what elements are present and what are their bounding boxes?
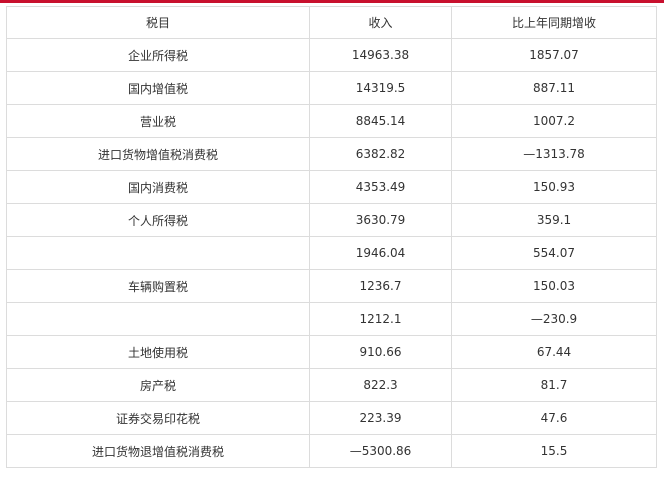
tax-item-cell: 国内消费税 bbox=[6, 170, 310, 204]
yoy-increase-cell: 1007.2 bbox=[451, 104, 657, 138]
revenue-cell: 1212.1 bbox=[309, 302, 452, 336]
tax-item-cell: 房产税 bbox=[6, 368, 310, 402]
revenue-cell: 822.3 bbox=[309, 368, 452, 402]
table-header: 税目 收入 比上年同期增收 bbox=[6, 6, 657, 39]
table-row: 证券交易印花税 223.39 47.6 bbox=[6, 401, 657, 435]
top-accent-bar bbox=[0, 0, 664, 3]
revenue-cell: 1946.04 bbox=[309, 236, 452, 270]
yoy-increase-cell: 554.07 bbox=[451, 236, 657, 270]
header-revenue: 收入 bbox=[309, 6, 452, 39]
revenue-cell: 1236.7 bbox=[309, 269, 452, 303]
table-row: 企业所得税 14963.38 1857.07 bbox=[6, 38, 657, 72]
table-row: 进口货物退增值税消费税 —5300.86 15.5 bbox=[6, 434, 657, 468]
revenue-cell: 223.39 bbox=[309, 401, 452, 435]
table-row: 个人所得税 3630.79 359.1 bbox=[6, 203, 657, 237]
table-row: 土地使用税 910.66 67.44 bbox=[6, 335, 657, 369]
tax-item-cell: 个人所得税 bbox=[6, 203, 310, 237]
tax-item-cell: 证券交易印花税 bbox=[6, 401, 310, 435]
tax-item-cell bbox=[6, 236, 310, 270]
tax-item-cell: 车辆购置税 bbox=[6, 269, 310, 303]
yoy-increase-cell: 150.03 bbox=[451, 269, 657, 303]
table-body: 企业所得税 14963.38 1857.07 国内增值税 14319.5 887.11 营业… bbox=[6, 38, 657, 468]
header-row: 税目 收入 比上年同期增收 bbox=[6, 6, 657, 39]
table-row: 营业税 8845.14 1007.2 bbox=[6, 104, 657, 138]
revenue-cell: 3630.79 bbox=[309, 203, 452, 237]
yoy-increase-cell: 1857.07 bbox=[451, 38, 657, 72]
revenue-cell: 14963.38 bbox=[309, 38, 452, 72]
revenue-cell: 6382.82 bbox=[309, 137, 452, 171]
revenue-cell: —5300.86 bbox=[309, 434, 452, 468]
yoy-increase-cell: 359.1 bbox=[451, 203, 657, 237]
table-row: 进口货物增值税消费税 6382.82 —1313.78 bbox=[6, 137, 657, 171]
tax-item-cell bbox=[6, 302, 310, 336]
header-yoy-increase: 比上年同期增收 bbox=[451, 6, 657, 39]
yoy-increase-cell: 150.93 bbox=[451, 170, 657, 204]
table-row: 1946.04 554.07 bbox=[6, 236, 657, 270]
revenue-cell: 14319.5 bbox=[309, 71, 452, 105]
table-row: 1212.1 —230.9 bbox=[6, 302, 657, 336]
yoy-increase-cell: —230.9 bbox=[451, 302, 657, 336]
tax-item-cell: 土地使用税 bbox=[6, 335, 310, 369]
tax-item-cell: 进口货物增值税消费税 bbox=[6, 137, 310, 171]
tax-item-cell: 国内增值税 bbox=[6, 71, 310, 105]
yoy-increase-cell: 15.5 bbox=[451, 434, 657, 468]
yoy-increase-cell: —1313.78 bbox=[451, 137, 657, 171]
revenue-cell: 910.66 bbox=[309, 335, 452, 369]
table-row: 国内消费税 4353.49 150.93 bbox=[6, 170, 657, 204]
tax-item-cell: 营业税 bbox=[6, 104, 310, 138]
table-row: 国内增值税 14319.5 887.11 bbox=[6, 71, 657, 105]
tax-item-cell: 进口货物退增值税消费税 bbox=[6, 434, 310, 468]
yoy-increase-cell: 67.44 bbox=[451, 335, 657, 369]
tax-item-cell: 企业所得税 bbox=[6, 38, 310, 72]
yoy-increase-cell: 887.11 bbox=[451, 71, 657, 105]
table-row: 车辆购置税 1236.7 150.03 bbox=[6, 269, 657, 303]
tax-revenue-table: 税目 收入 比上年同期增收 企业所得税 14963.38 1857.07 国内增值税 1… bbox=[6, 6, 657, 468]
revenue-cell: 8845.14 bbox=[309, 104, 452, 138]
revenue-cell: 4353.49 bbox=[309, 170, 452, 204]
yoy-increase-cell: 81.7 bbox=[451, 368, 657, 402]
yoy-increase-cell: 47.6 bbox=[451, 401, 657, 435]
table-row: 房产税 822.3 81.7 bbox=[6, 368, 657, 402]
header-tax-item: 税目 bbox=[6, 6, 310, 39]
